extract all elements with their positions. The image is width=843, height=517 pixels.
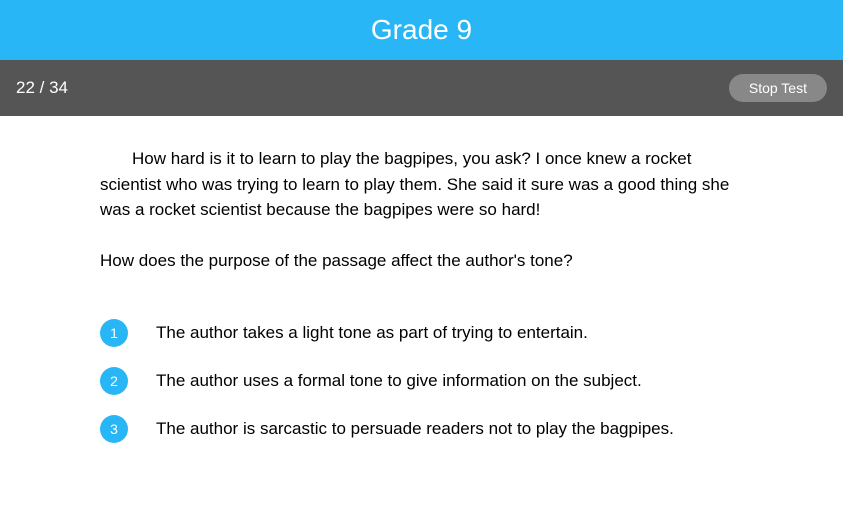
option-badge-1: 1 [100,319,128,347]
option-1[interactable]: 1 The author takes a light tone as part … [100,319,743,347]
option-badge-3: 3 [100,415,128,443]
header-banner: Grade 9 [0,0,843,60]
option-text-3: The author is sarcastic to persuade read… [156,419,674,439]
option-2[interactable]: 2 The author uses a formal tone to give … [100,367,743,395]
passage-text: How hard is it to learn to play the bagp… [100,146,743,223]
progress-total: 34 [49,78,68,97]
progress-counter: 22 / 34 [16,78,68,98]
page-title: Grade 9 [371,14,472,45]
progress-separator: / [35,78,49,97]
content-area: How hard is it to learn to play the bagp… [0,116,843,443]
option-text-2: The author uses a formal tone to give in… [156,371,642,391]
question-text: How does the purpose of the passage affe… [100,251,743,271]
option-badge-2: 2 [100,367,128,395]
options-list: 1 The author takes a light tone as part … [100,319,743,443]
option-text-1: The author takes a light tone as part of… [156,323,588,343]
progress-current: 22 [16,78,35,97]
toolbar: 22 / 34 Stop Test [0,60,843,116]
option-3[interactable]: 3 The author is sarcastic to persuade re… [100,415,743,443]
stop-test-button[interactable]: Stop Test [729,74,827,102]
